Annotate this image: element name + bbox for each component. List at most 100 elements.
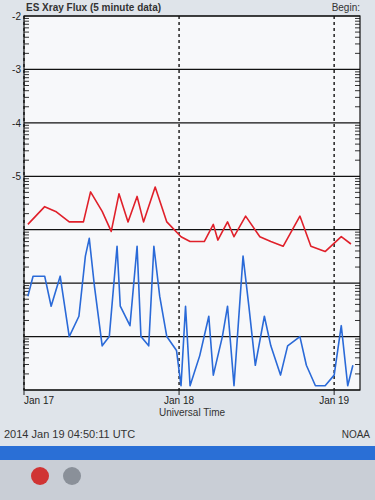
minor-tick: [355, 341, 360, 342]
series-group: [28, 187, 353, 386]
y-tick-label: -5: [12, 171, 21, 182]
grid-line: [24, 122, 360, 123]
minor-tick: [355, 192, 360, 193]
grid-line: [178, 16, 180, 390]
minor-tick: [355, 24, 360, 25]
minor-tick: [355, 299, 360, 300]
x-tick-label: Jan 17: [24, 395, 54, 406]
minor-tick: [24, 344, 29, 345]
minor-tick: [355, 27, 360, 28]
minor-tick: [355, 344, 360, 345]
minor-tick: [355, 106, 360, 107]
minor-tick: [355, 237, 360, 238]
minor-tick: [355, 53, 360, 54]
minor-tick: [24, 74, 29, 75]
minor-tick: [355, 257, 360, 258]
chart: ES Xray Flux (5 minute data) Begin: -2 -3 -4…: [0, 0, 375, 500]
minor-tick: [355, 138, 360, 139]
minor-tick: [24, 285, 29, 286]
minor-tick: [355, 197, 360, 198]
app-icon: [31, 467, 49, 485]
minor-tick: [355, 131, 360, 132]
minor-tick: [24, 188, 29, 189]
minor-tick: [355, 339, 360, 340]
subtitle: Begin:: [332, 2, 360, 13]
minor-tick: [355, 352, 360, 353]
minor-tick: [355, 18, 360, 19]
minor-tick: [24, 32, 29, 33]
minor-tick: [355, 188, 360, 189]
x-axis-label: Universal Time: [159, 407, 226, 418]
y-tick-label: -3: [12, 64, 21, 75]
minor-tick: [24, 97, 29, 98]
minor-tick: [24, 181, 29, 182]
minor-tick: [355, 304, 360, 305]
minor-tick: [355, 267, 360, 268]
minor-tick: [355, 250, 360, 251]
minor-tick: [355, 204, 360, 205]
minor-tick: [355, 178, 360, 179]
minor-tick: [24, 85, 29, 86]
minor-tick: [355, 373, 360, 374]
minor-tick: [355, 311, 360, 312]
source: NOAA: [342, 429, 371, 440]
minor-tick: [355, 97, 360, 98]
y-tick-label: -4: [12, 118, 21, 129]
minor-tick: [355, 77, 360, 78]
minor-tick: [355, 125, 360, 126]
minor-tick: [355, 294, 360, 295]
minor-tick: [355, 32, 360, 33]
background: [0, 0, 375, 500]
minor-tick: [24, 213, 29, 214]
minor-tick: [355, 43, 360, 44]
minor-tick: [355, 150, 360, 151]
app-icon: [63, 467, 81, 485]
grid-line: [24, 229, 360, 230]
minor-tick: [24, 320, 29, 321]
minor-tick: [355, 241, 360, 242]
plot-area: [24, 16, 360, 390]
minor-tick: [355, 21, 360, 22]
minor-tick: [355, 181, 360, 182]
minor-tick: [24, 81, 29, 82]
minor-tick: [24, 267, 29, 268]
minor-tick: [24, 339, 29, 340]
minor-tick: [355, 285, 360, 286]
minor-tick: [24, 21, 29, 22]
title: ES Xray Flux (5 minute data): [26, 2, 161, 13]
series-line: [28, 238, 353, 385]
grid-line: [24, 336, 360, 337]
taskbar: [0, 460, 375, 500]
minor-tick: [355, 245, 360, 246]
minor-tick: [355, 160, 360, 161]
x-tick-label: Jan 19: [319, 395, 349, 406]
footer: 2014 Jan 19 04:50:11 UTC: [4, 428, 135, 440]
minor-tick: [355, 213, 360, 214]
minor-tick: [355, 71, 360, 72]
grid-line: [24, 176, 360, 177]
minor-tick: [355, 234, 360, 235]
minor-tick: [355, 134, 360, 135]
minor-tick: [355, 232, 360, 233]
series-line: [28, 187, 351, 252]
minor-tick: [355, 90, 360, 91]
grid-line: [333, 16, 335, 390]
minor-tick: [24, 241, 29, 242]
grid-line: [24, 283, 360, 284]
minor-tick: [24, 128, 29, 129]
minor-tick: [355, 348, 360, 349]
minor-tick: [355, 74, 360, 75]
y-tick-label: -2: [12, 11, 21, 22]
minor-tick: [355, 184, 360, 185]
minor-tick: [355, 37, 360, 38]
grid-line: [24, 69, 360, 70]
window-bar: [0, 446, 375, 460]
minor-tick: [355, 85, 360, 86]
minor-tick: [355, 357, 360, 358]
minor-tick: [355, 81, 360, 82]
minor-tick: [355, 128, 360, 129]
minor-tick: [24, 134, 29, 135]
frame: [24, 16, 360, 390]
minor-tick: [355, 291, 360, 292]
minor-tick: [355, 364, 360, 365]
